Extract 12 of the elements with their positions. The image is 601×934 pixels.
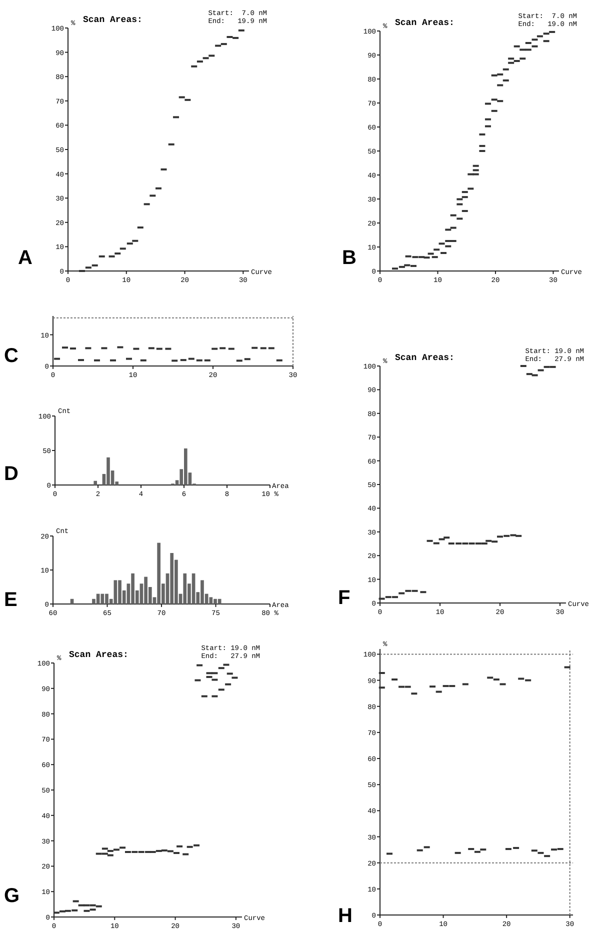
text: C (4, 345, 18, 367)
text: B (342, 247, 356, 269)
text: F (338, 587, 350, 609)
text: H (338, 905, 352, 927)
text: D (4, 463, 18, 485)
chart-title: Scan Areas: (395, 18, 454, 28)
chart-title: Scan Areas: (395, 353, 454, 363)
chart-title: Scan Areas: (83, 15, 142, 25)
text: G (4, 885, 20, 907)
text: E (4, 589, 18, 611)
text: A (18, 247, 32, 269)
chart-title: Scan Areas: (69, 650, 128, 660)
